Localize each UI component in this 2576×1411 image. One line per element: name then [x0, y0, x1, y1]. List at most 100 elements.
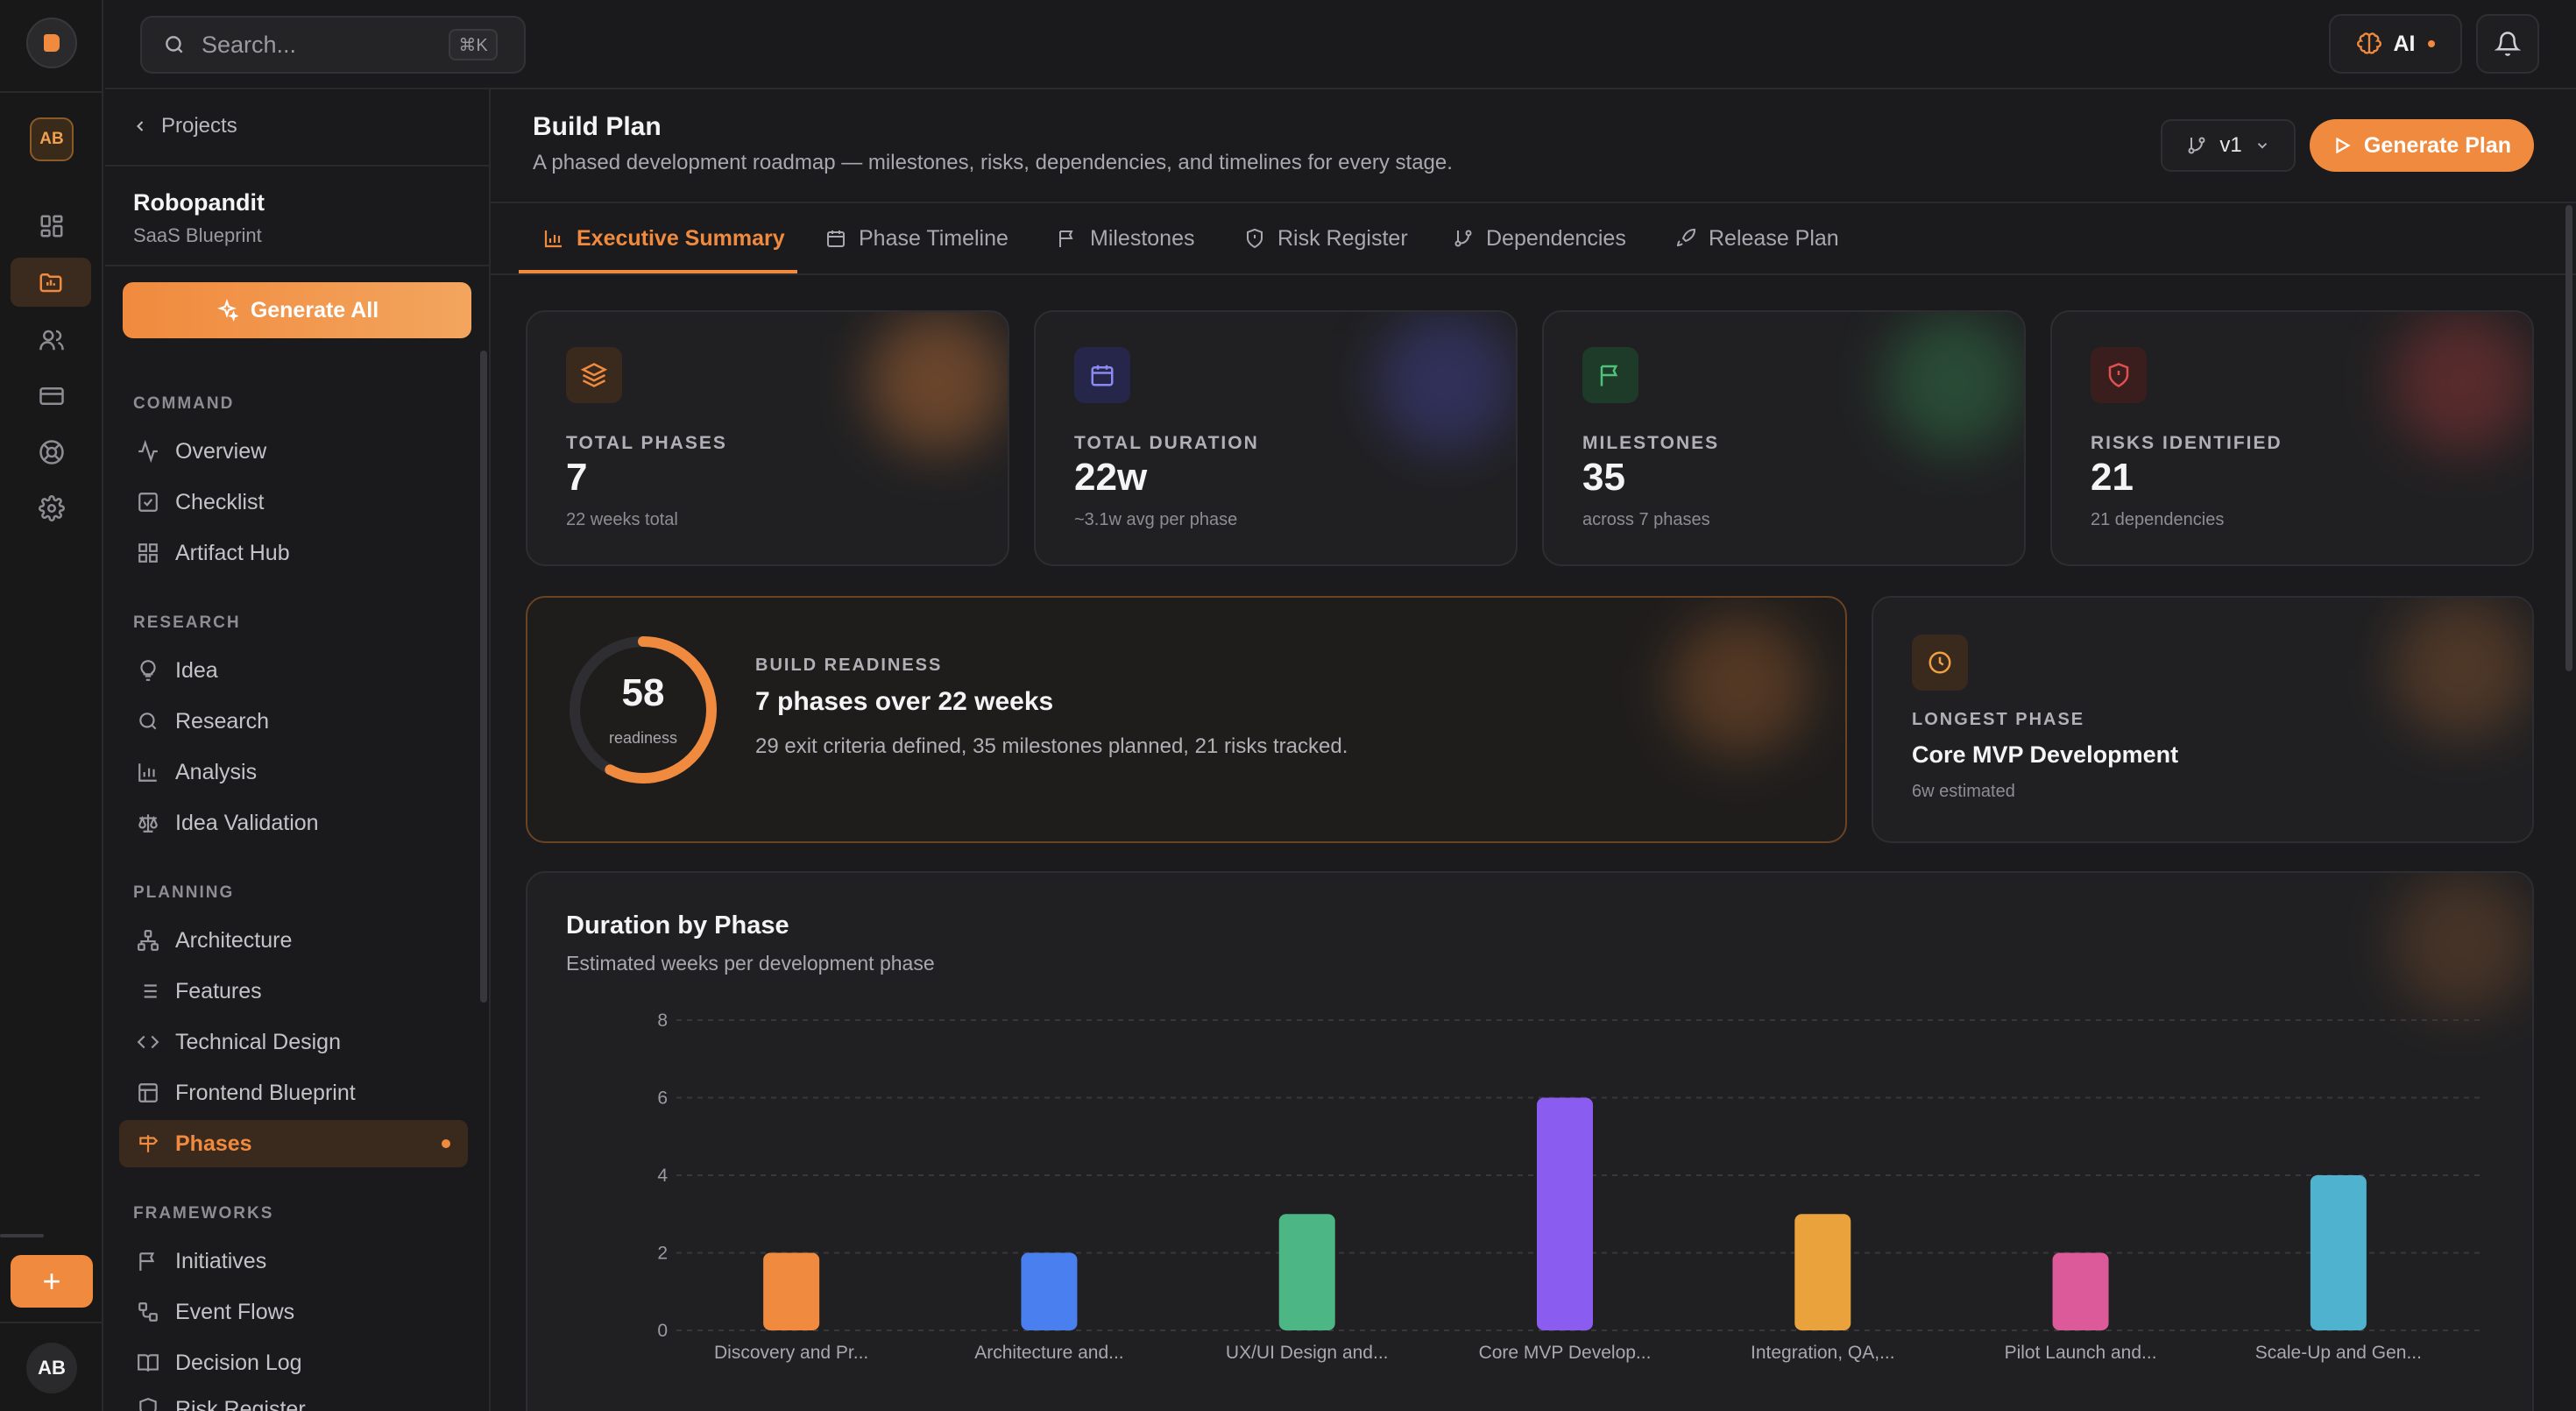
chart-subtitle: Estimated weeks per development phase	[566, 952, 935, 975]
page-title: Build Plan	[533, 112, 662, 141]
sidebar-item-features[interactable]: Features	[119, 968, 468, 1015]
stat-sub: ~3.1w avg per phase	[1074, 510, 1238, 529]
sidebar-item-idea[interactable]: Idea	[119, 647, 468, 694]
help-lifebuoy-icon[interactable]	[32, 433, 71, 472]
tab-milestones[interactable]: Milestones	[1057, 203, 1195, 273]
generate-plan-button[interactable]: Generate Plan	[2310, 119, 2534, 172]
settings-gear-icon[interactable]	[32, 489, 71, 528]
dashboard-icon[interactable]	[32, 207, 71, 245]
calendar-icon	[1074, 347, 1130, 403]
readiness-label: BUILD READINESS	[755, 656, 943, 675]
sidebar-scrollbar[interactable]	[480, 351, 487, 1003]
bar-chart-icon	[138, 763, 157, 782]
ai-label: AI	[2393, 31, 2416, 56]
bar[interactable]	[763, 1252, 820, 1331]
book-icon	[138, 1354, 159, 1372]
bar[interactable]	[1794, 1214, 1851, 1330]
search-icon	[139, 713, 157, 730]
stat-label: RISKS IDENTIFIED	[2091, 433, 2282, 453]
y-tick-label: 0	[657, 1321, 668, 1341]
y-tick-label: 6	[657, 1088, 668, 1109]
readiness-score: 58	[621, 671, 665, 714]
sidebar-item-overview[interactable]: Overview	[119, 428, 468, 475]
projects-icon[interactable]	[11, 258, 91, 307]
ai-button[interactable]: AI	[2329, 14, 2462, 74]
list-icon	[139, 984, 157, 998]
add-button[interactable]: +	[11, 1255, 93, 1308]
tab-release-plan[interactable]: Release Plan	[1675, 203, 1839, 273]
git-branch-icon	[2188, 137, 2205, 154]
bar[interactable]	[2052, 1252, 2109, 1331]
sidebar-item-initiatives[interactable]: Initiatives	[119, 1237, 468, 1285]
grid-icon	[138, 543, 158, 563]
chart-title: Duration by Phase	[566, 911, 789, 939]
bar[interactable]	[2310, 1175, 2367, 1330]
sidebar-item-research[interactable]: Research	[119, 698, 468, 745]
stat-label: TOTAL DURATION	[1074, 433, 1259, 453]
sidebar-item-decision-log[interactable]: Decision Log	[119, 1339, 468, 1386]
section-frameworks: FRAMEWORKS	[133, 1204, 274, 1223]
bar-chart-icon	[544, 230, 562, 248]
readiness-ring	[570, 636, 717, 783]
user-avatar[interactable]: AB	[26, 1343, 77, 1393]
flag-icon	[139, 1252, 155, 1271]
x-tick-label: Discovery and Pr...	[714, 1343, 868, 1363]
app-logo[interactable]	[26, 18, 77, 68]
sidebar-item-artifact-hub[interactable]: Artifact Hub	[119, 529, 468, 577]
sidebar-item-frontend-blueprint[interactable]: Frontend Blueprint	[119, 1069, 468, 1117]
bar[interactable]	[1537, 1097, 1593, 1331]
stat-value: 22w	[1074, 456, 1148, 499]
stat-sub: across 7 phases	[1582, 510, 1710, 529]
sidebar-item-analysis[interactable]: Analysis	[119, 748, 468, 796]
clock-icon	[1912, 635, 1968, 691]
code-icon	[137, 1035, 159, 1049]
sidebar-item-phases[interactable]: Phases	[119, 1120, 468, 1167]
stat-label: MILESTONES	[1582, 433, 1720, 453]
shield-icon	[139, 1398, 157, 1411]
bar[interactable]	[1278, 1214, 1335, 1330]
back-to-projects-link[interactable]: Projects	[131, 114, 237, 138]
active-dot	[442, 1139, 450, 1148]
x-tick-label: UX/UI Design and...	[1226, 1343, 1389, 1363]
chevron-left-icon	[137, 121, 144, 131]
sidebar-item-event-flows[interactable]: Event Flows	[119, 1288, 468, 1336]
notifications-button[interactable]	[2476, 14, 2539, 74]
sidebar-item-architecture[interactable]: Architecture	[119, 917, 468, 964]
x-tick-label: Architecture and...	[974, 1343, 1123, 1363]
tab-dependencies[interactable]: Dependencies	[1453, 203, 1626, 273]
tab-executive-summary[interactable]: Executive Summary	[543, 203, 785, 273]
credit-card-icon[interactable]	[32, 377, 71, 415]
tab-risk-register[interactable]: Risk Register	[1244, 203, 1408, 273]
bar[interactable]	[1021, 1252, 1078, 1331]
sidebar-item-idea-validation[interactable]: Idea Validation	[119, 799, 468, 847]
sparkles-icon	[216, 299, 238, 322]
checkbox-icon	[138, 493, 158, 512]
duration-chart-card: Duration by Phase Estimated weeks per de…	[526, 871, 2534, 1411]
stat-sub: 22 weeks total	[566, 510, 678, 529]
rocket-icon	[1676, 228, 1696, 247]
version-selector[interactable]: v1	[2161, 119, 2296, 172]
project-name: Robopandit	[133, 189, 265, 216]
sidebar-item-risk-register[interactable]: Risk Register	[119, 1390, 468, 1411]
workflow-icon	[138, 1302, 158, 1322]
longest-phase-name: Core MVP Development	[1912, 741, 2179, 768]
calendar-icon	[827, 230, 845, 247]
workspace-avatar[interactable]: AB	[30, 117, 74, 161]
main-scrollbar[interactable]	[2565, 205, 2572, 671]
active-tab-underline	[519, 270, 797, 273]
build-readiness-card: 58 readiness BUILD READINESS 7 phases ov…	[526, 596, 1847, 843]
brain-icon	[2356, 32, 2381, 54]
longest-phase-card: LONGEST PHASE Core MVP Development 6w es…	[1872, 596, 2534, 843]
generate-all-button[interactable]: Generate All	[123, 282, 471, 338]
tab-phase-timeline[interactable]: Phase Timeline	[825, 203, 1008, 273]
sidebar-item-technical-design[interactable]: Technical Design	[119, 1018, 468, 1066]
y-tick-label: 4	[657, 1166, 668, 1186]
x-tick-label: Core MVP Develop...	[1479, 1343, 1652, 1363]
sidebar-item-checklist[interactable]: Checklist	[119, 479, 468, 526]
search-input[interactable]: Search...	[202, 31, 297, 58]
stat-sub: 21 dependencies	[2091, 510, 2225, 529]
users-icon[interactable]	[32, 321, 71, 359]
section-command: COMMAND	[133, 394, 235, 413]
readiness-headline: 7 phases over 22 weeks	[755, 687, 1054, 716]
flag-icon	[1582, 347, 1638, 403]
